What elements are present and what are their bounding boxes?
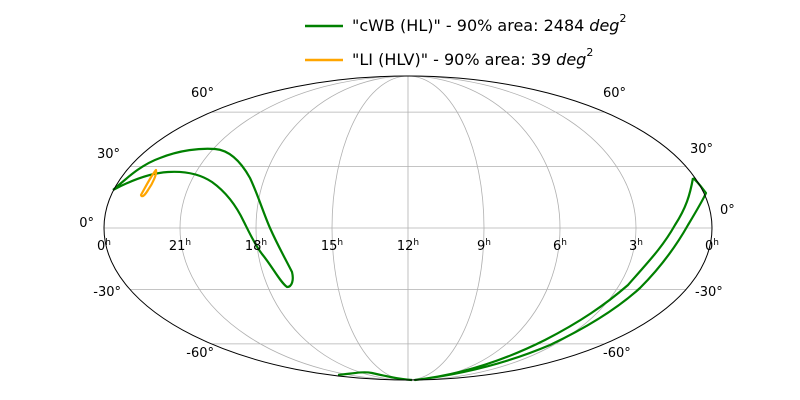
contours — [112, 147, 708, 382]
ra-unit: h — [105, 238, 111, 248]
legend-unit: deg — [556, 50, 586, 69]
ra-unit: h — [713, 238, 719, 248]
ra-unit: h — [185, 238, 191, 248]
legend: "cWB (HL)" - 90% area: 2484 deg2"LI (HLV)… — [305, 12, 626, 69]
dec-label: 30° — [97, 147, 120, 162]
legend-text: "cWB (HL)" - 90% area: 2484 — [352, 16, 584, 35]
dec-label: -60° — [186, 346, 214, 361]
ra-label: 3h — [629, 238, 643, 254]
ra-unit: h — [261, 238, 267, 248]
ra-hour: 15 — [321, 239, 338, 254]
ra-hour: 21 — [169, 239, 186, 254]
ra-label: 0h — [705, 238, 719, 254]
dec-label: 60° — [603, 86, 626, 101]
ra-unit: h — [637, 238, 643, 248]
legend-text: "LI (HLV)" - 90% area: 39 — [352, 50, 551, 69]
dec-label: 60° — [191, 86, 214, 101]
ra-hour: 0 — [97, 239, 105, 254]
ra-unit: h — [561, 238, 567, 248]
legend-power: 2 — [586, 46, 593, 59]
ra-hour: 18 — [245, 239, 262, 254]
ra-label: 12h — [397, 238, 419, 254]
ra-label: 18h — [245, 238, 267, 254]
ra-hour: 12 — [397, 239, 414, 254]
ra-label: 6h — [553, 238, 567, 254]
legend-label: "LI (HLV)" - 90% area: 39 deg2 — [352, 46, 593, 69]
contour-cwb-right — [413, 177, 708, 382]
ra-label: 21h — [169, 238, 191, 254]
ra-hour: 0 — [705, 239, 713, 254]
axis-labels: 60°30°0°-30°-60°60°30°0°-30°-60°0h 21h 18h… — [79, 86, 735, 361]
ra-unit: h — [413, 238, 419, 248]
ra-label: 0h — [97, 238, 111, 254]
legend-power: 2 — [619, 12, 626, 25]
dec-label: -60° — [603, 346, 631, 361]
ra-hour: 6 — [553, 239, 561, 254]
dec-label: 0° — [720, 203, 735, 218]
ra-label: 15h — [321, 238, 343, 254]
ra-hour: 3 — [629, 239, 637, 254]
ra-hour: 9 — [477, 239, 485, 254]
ra-label: 9h — [477, 238, 491, 254]
grid — [104, 75, 712, 381]
dec-label: -30° — [93, 285, 121, 300]
dec-label: 30° — [690, 142, 713, 157]
legend-label: "cWB (HL)" - 90% area: 2484 deg2 — [352, 12, 626, 35]
legend-unit: deg — [589, 16, 619, 35]
map-boundary — [103, 75, 713, 381]
dec-label: 0° — [79, 216, 94, 231]
ra-unit: h — [337, 238, 343, 248]
contour-cwb-bottom — [337, 371, 413, 382]
contour-cwb-left — [112, 147, 294, 289]
contour-li — [139, 168, 158, 198]
dec-label: -30° — [695, 285, 723, 300]
ra-unit: h — [485, 238, 491, 248]
